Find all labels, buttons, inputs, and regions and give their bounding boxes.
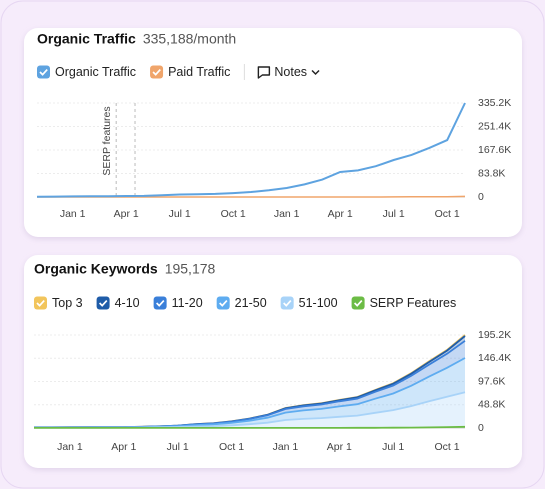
y-tick-label: 335.2K — [478, 97, 511, 109]
card — [24, 28, 522, 237]
x-tick-label: Jul 1 — [167, 441, 189, 453]
check-icon — [353, 300, 363, 307]
chevron — [311, 69, 320, 76]
x-tick-label: Jan 1 — [57, 441, 83, 453]
series-line — [34, 425, 466, 429]
legend-label[interactable]: 11-20 — [172, 296, 203, 310]
legend-label[interactable]: Organic Traffic — [55, 65, 136, 79]
check-icon — [156, 300, 165, 307]
y-tick-label: 251.4K — [478, 120, 511, 132]
legend-checkbox[interactable] — [37, 65, 50, 79]
annotation-label: SERP features — [101, 106, 113, 175]
y-tick-label: 48.8K — [478, 399, 505, 411]
y-tick-label: 97.6K — [478, 375, 505, 387]
x-tick-label: Apr 1 — [111, 441, 136, 453]
check-icon — [36, 300, 45, 307]
y-tick-label: 167.6K — [478, 144, 511, 156]
legend-label[interactable]: SERP Features — [370, 296, 457, 310]
x-tick-label: Jan 1 — [274, 208, 300, 220]
x-tick-label: Oct 1 — [435, 208, 460, 220]
chart-title: Organic Traffic — [37, 31, 136, 47]
x-tick-label: Jul 1 — [169, 208, 191, 220]
chart-subtitle: 195,178 — [165, 261, 216, 277]
y-tick-label: 83.8K — [478, 167, 505, 179]
x-tick-label: Oct 1 — [221, 208, 246, 220]
check-icon — [152, 69, 161, 76]
chart-title: Organic Keywords — [34, 261, 158, 277]
series-line — [36, 102, 466, 198]
legend-checkbox[interactable] — [216, 296, 230, 310]
y-tick-label: 195.2K — [478, 329, 511, 341]
y-tick-label: 146.4K — [478, 352, 511, 364]
legend-checkbox[interactable] — [280, 296, 294, 310]
legend-label[interactable]: 51-100 — [299, 296, 338, 310]
y-tick-label: 0 — [478, 422, 484, 434]
check-icon — [98, 300, 108, 307]
x-tick-label: Apr 1 — [328, 208, 353, 220]
legend-label[interactable]: 4-10 — [115, 296, 140, 310]
legend-checkbox[interactable] — [150, 65, 164, 79]
legend-checkbox[interactable] — [351, 296, 365, 310]
x-tick-label: Apr 1 — [114, 208, 139, 220]
card — [24, 255, 522, 468]
x-tick-label: Jul 1 — [383, 208, 405, 220]
x-tick-label: Apr 1 — [327, 441, 352, 453]
legend-label[interactable]: Top 3 — [52, 296, 83, 310]
x-tick-label: Oct 1 — [219, 441, 244, 453]
notes-icon — [257, 66, 271, 79]
x-tick-label: Jan 1 — [273, 441, 299, 453]
x-tick-label: Jan 1 — [60, 208, 86, 220]
x-tick-label: Jul 1 — [382, 441, 404, 453]
chart-subtitle: 335,188/month — [143, 31, 236, 47]
legend-checkbox[interactable] — [96, 296, 110, 310]
notes-button[interactable]: Notes — [274, 65, 307, 79]
area-fill — [34, 358, 465, 428]
legend-checkbox[interactable] — [153, 296, 167, 310]
legend-label[interactable]: 21-50 — [235, 296, 267, 310]
legend-checkbox[interactable] — [34, 296, 47, 310]
legend-label[interactable]: Paid Traffic — [168, 65, 230, 79]
y-tick-label: 0 — [478, 191, 484, 203]
check-icon — [39, 69, 48, 76]
area-fill — [34, 392, 465, 428]
check-icon — [219, 300, 228, 307]
check-icon — [283, 300, 292, 307]
x-tick-label: Oct 1 — [434, 441, 459, 453]
